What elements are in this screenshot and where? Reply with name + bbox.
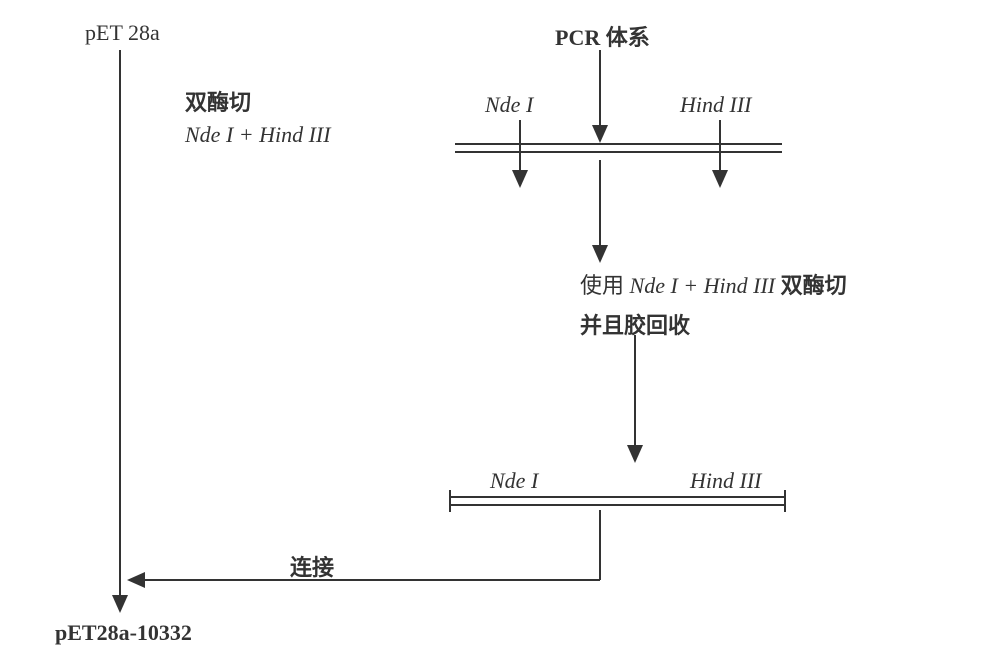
pcr-system-label: PCR 体系: [555, 20, 650, 52]
hindiii-top-label: Hind III: [680, 92, 751, 118]
digest-instruction-enzymes: Nde I + Hind III: [630, 273, 776, 298]
double-digest-label: 双酶切: [185, 85, 251, 117]
result-label: pET28a-10332: [55, 620, 192, 646]
pet28a-label: pET 28a: [85, 20, 160, 46]
digest-instruction-pre: 使用: [580, 273, 630, 298]
ndei-hindiii-left-label: Nde I + Hind III: [185, 122, 331, 148]
gel-recovery-label: 并且胶回收: [580, 308, 690, 340]
digest-instruction-post: 双酶切: [775, 273, 847, 298]
digest-instruction-label: 使用 Nde I + Hind III 双酶切: [580, 268, 847, 300]
ndei-bottom-label: Nde I: [490, 468, 538, 494]
ligation-label: 连接: [290, 550, 334, 582]
hindiii-bottom-label: Hind III: [690, 468, 761, 494]
ndei-top-label: Nde I: [485, 92, 533, 118]
